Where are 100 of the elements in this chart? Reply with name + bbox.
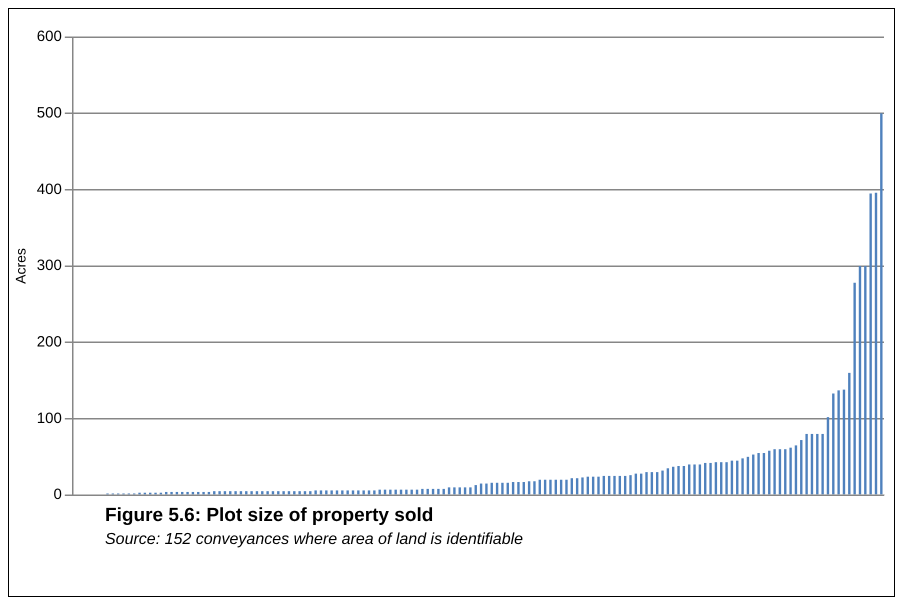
bar [448, 487, 450, 494]
bar [666, 468, 670, 494]
bar [602, 476, 606, 494]
bar [618, 476, 622, 494]
bar [789, 448, 792, 494]
bar [501, 482, 504, 494]
bar [384, 490, 386, 494]
bar [805, 434, 808, 494]
bar [442, 488, 445, 494]
bar [672, 466, 674, 494]
bar [426, 488, 429, 494]
bar [202, 492, 205, 494]
bar [224, 491, 226, 494]
bar [208, 492, 210, 494]
y-tick-label: 400 [36, 180, 62, 198]
bar [314, 490, 317, 494]
bar [490, 482, 493, 494]
bar [181, 492, 184, 494]
bar [405, 490, 408, 494]
bar [528, 481, 530, 494]
bar [410, 490, 413, 494]
bar [346, 490, 349, 494]
bar [784, 449, 786, 494]
bar [714, 462, 718, 494]
bar [341, 490, 344, 494]
bar [869, 193, 872, 494]
bar [421, 488, 424, 494]
bar [682, 466, 686, 494]
bar [309, 491, 312, 494]
bar [880, 113, 883, 494]
bar [378, 490, 381, 494]
y-tick-label: 300 [36, 257, 62, 274]
bar [794, 445, 798, 494]
bar [304, 491, 306, 494]
text: Figure 5.6: Plot size of property sold [105, 505, 434, 527]
bar [245, 491, 248, 494]
y-tick-label: 500 [36, 104, 62, 122]
bar [464, 487, 466, 494]
bar [165, 492, 168, 494]
bar [234, 491, 237, 494]
bar [533, 481, 536, 494]
bar [837, 390, 840, 494]
bar [821, 434, 824, 494]
bar [736, 460, 738, 494]
bar [288, 491, 290, 494]
bar [400, 490, 402, 494]
bar [485, 484, 488, 494]
bar [554, 480, 557, 494]
bar [250, 491, 253, 494]
y-tick-label: 0 [53, 486, 62, 504]
bar [170, 492, 173, 494]
bar [592, 476, 594, 494]
bar [261, 491, 264, 494]
bar [864, 266, 867, 494]
bar [725, 462, 728, 494]
bar [298, 491, 301, 494]
bar [730, 460, 734, 494]
bar [544, 480, 546, 494]
bar [197, 492, 200, 494]
bar [757, 453, 760, 494]
bar [240, 491, 242, 494]
y-axis-title: Acres [12, 248, 28, 284]
bar [698, 464, 702, 494]
bar [704, 462, 706, 494]
bar [773, 449, 776, 494]
bar [709, 462, 712, 494]
bar [512, 482, 514, 494]
bar [480, 484, 482, 494]
bar [848, 372, 851, 494]
bar [720, 462, 722, 494]
bar [496, 482, 498, 494]
bar [432, 488, 434, 494]
bar [634, 474, 638, 494]
bar [218, 491, 221, 494]
bar [389, 490, 392, 494]
bar [272, 491, 274, 494]
y-tick-label: 200 [36, 333, 62, 350]
bar [816, 434, 818, 494]
source-note: Source: 152 conveyances where area of land is identifiable [105, 531, 524, 549]
bar [538, 480, 541, 494]
bar [357, 490, 360, 494]
bar [778, 449, 782, 494]
bar [853, 282, 856, 494]
bar [650, 472, 654, 494]
bar [474, 485, 477, 494]
bar [373, 490, 376, 494]
bar [656, 472, 658, 494]
bar [453, 487, 456, 494]
y-tick-label: 100 [36, 410, 62, 427]
bar [394, 490, 397, 494]
bar [282, 491, 285, 494]
bar [576, 478, 578, 494]
bar [266, 491, 269, 494]
bar [688, 464, 690, 494]
bar [192, 492, 194, 494]
bar [832, 393, 835, 494]
bar [570, 478, 574, 494]
bar [586, 476, 590, 494]
bar [800, 440, 802, 494]
bar [176, 492, 178, 494]
